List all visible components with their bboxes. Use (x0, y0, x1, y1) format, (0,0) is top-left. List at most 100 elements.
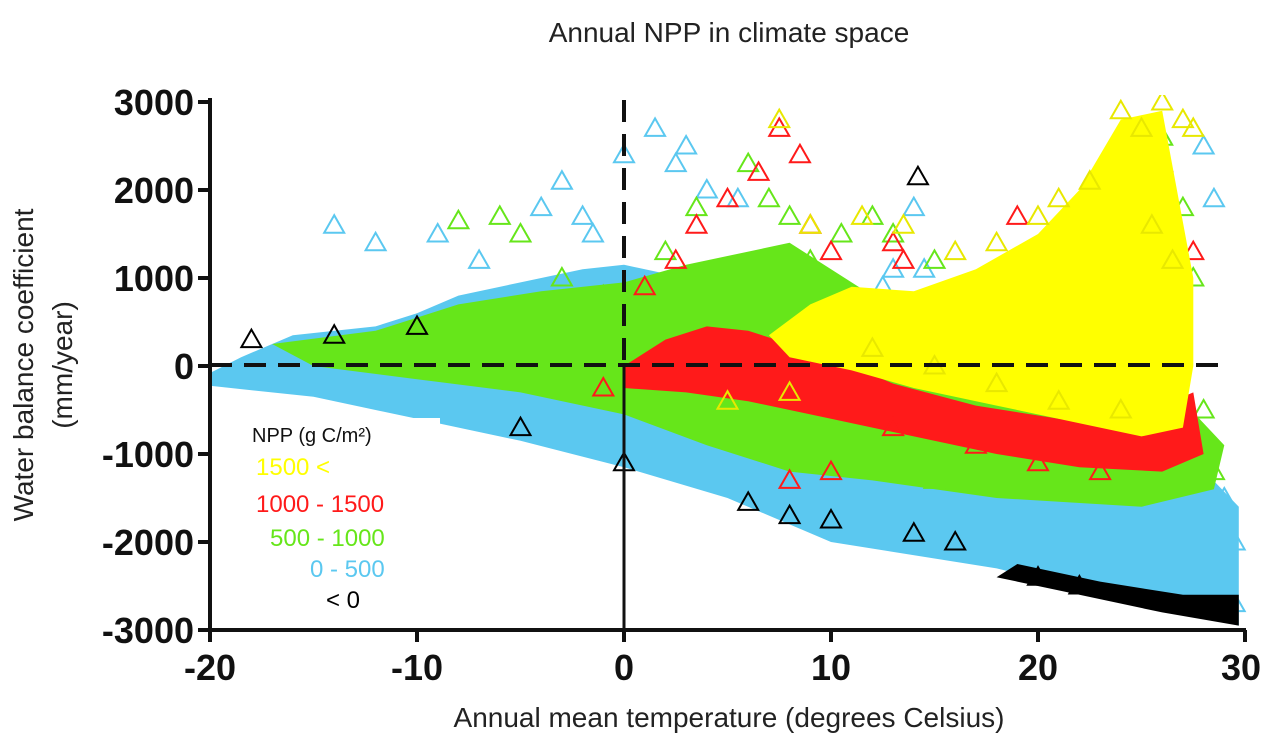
data-point-marker (777, 204, 802, 225)
data-point-marker (819, 507, 843, 529)
data-point-marker (684, 213, 709, 234)
data-point-marker (767, 107, 791, 129)
data-point-marker (1078, 169, 1102, 190)
y-tick-label: 0 (174, 346, 194, 387)
data-point-marker (1129, 116, 1154, 137)
data-point-marker (964, 433, 988, 454)
x-tick-label: 20 (1018, 647, 1058, 688)
data-point-marker (860, 336, 885, 357)
data-point-marker (467, 248, 491, 269)
axes: 3000 2000 1000 0 -1000 -2000 -3000 -20 -10 0 10 20… (102, 82, 1261, 688)
data-point-marker (922, 248, 947, 269)
data-point-marker (1109, 397, 1133, 419)
data-point-marker (943, 239, 967, 261)
data-point-marker (984, 371, 1009, 393)
legend: NPP (g C/m²) 1500 < 1000 - 1500 500 - 10… (240, 418, 440, 614)
data-point-marker (819, 459, 843, 481)
x-tick-label: 10 (811, 647, 851, 688)
data-point-marker (570, 204, 595, 225)
data-point-marker (1026, 450, 1050, 472)
data-point-marker (1046, 389, 1071, 410)
legend-entry-0-500: 0 - 500 (310, 556, 385, 583)
data-point-marker (736, 490, 760, 511)
data-point-marker (891, 248, 916, 269)
data-point-marker (632, 274, 657, 296)
data-point-marker (1160, 248, 1185, 269)
data-point-marker (612, 142, 636, 164)
data-point-marker (1202, 186, 1226, 208)
data-point-marker (664, 151, 688, 173)
y-tick-label: -2000 (102, 522, 194, 563)
data-point-marker (550, 169, 574, 190)
x-ticks: -20 -10 0 10 20 30 (184, 630, 1261, 688)
x-tick-label: -10 (391, 647, 443, 688)
data-point-marker (715, 186, 740, 208)
y-tick-label: 1000 (114, 258, 194, 299)
legend-title: NPP (g C/m²) (252, 425, 372, 447)
data-point-marker (695, 177, 719, 199)
data-point-marker (726, 186, 750, 208)
data-point-marker (1212, 485, 1237, 507)
data-point-marker (881, 230, 905, 252)
reference-lines (210, 100, 1222, 630)
data-point-marker (1191, 133, 1216, 155)
data-point-marker (922, 468, 947, 489)
data-point-marker (1067, 573, 1092, 595)
data-point-marker (664, 248, 688, 269)
data-point-marker (425, 221, 450, 243)
data-point-marker (405, 314, 429, 335)
data-point-marker (829, 221, 854, 243)
series-region (996, 564, 1239, 626)
data-point-marker (1202, 459, 1226, 481)
data-point-marker (902, 195, 926, 217)
data-point-marker (1150, 441, 1174, 463)
data-point-marker (1222, 529, 1247, 551)
data-point-marker (891, 213, 916, 234)
data-point-marker (1140, 213, 1164, 234)
data-point-marker (850, 204, 874, 225)
y-tick-label: -1000 (102, 434, 194, 475)
data-point-marker (984, 230, 1009, 252)
data-point-marker (581, 221, 605, 243)
data-point-marker (1026, 204, 1050, 225)
x-tick-label: -20 (184, 647, 236, 688)
data-point-marker (715, 424, 740, 445)
data-point-marker (777, 380, 802, 401)
data-point-marker (1046, 186, 1071, 208)
legend-background (240, 418, 440, 458)
x-tick-label: 30 (1221, 647, 1261, 688)
data-point-marker (322, 323, 346, 344)
data-point-marker (529, 195, 553, 217)
y-ticks: 3000 2000 1000 0 -1000 -2000 -3000 (102, 82, 210, 651)
y-tick-label: 3000 (114, 82, 194, 123)
y-tick-label: -3000 (102, 610, 194, 651)
data-point-marker (798, 248, 823, 269)
data-point-marker (446, 208, 471, 230)
chart-title: Annual NPP in climate space (549, 17, 910, 48)
data-point-marker (746, 160, 771, 181)
series-1500 (715, 95, 1205, 437)
data-point-marker (777, 468, 802, 489)
legend-entry-1000-1500: 1000 - 1500 (256, 491, 384, 518)
data-point-marker (1005, 204, 1030, 225)
data-point-marker (798, 213, 823, 234)
data-point-marker (508, 415, 533, 437)
data-point-marker (1181, 239, 1205, 261)
data-point-marker (819, 239, 843, 261)
data-point-marker (788, 142, 812, 164)
data-point-marker (1191, 397, 1216, 419)
data-point-marker (860, 204, 885, 225)
legend-entry-1500-plus: 1500 < (256, 454, 330, 481)
data-point-marker (488, 204, 512, 225)
data-point-marker (1088, 459, 1112, 481)
x-tick-label: 0 (614, 647, 634, 688)
data-point-marker (643, 116, 667, 137)
data-point-marker (881, 415, 905, 437)
legend-entry-500-1000: 500 - 1000 (270, 525, 385, 552)
series-region (624, 326, 1204, 472)
data-point-marker (819, 450, 843, 472)
y-axis-label-line1: Water balance coefficient (8, 208, 39, 521)
data-point-marker (591, 375, 616, 397)
data-point-marker (653, 239, 678, 261)
y-tick-label: 2000 (114, 170, 194, 211)
